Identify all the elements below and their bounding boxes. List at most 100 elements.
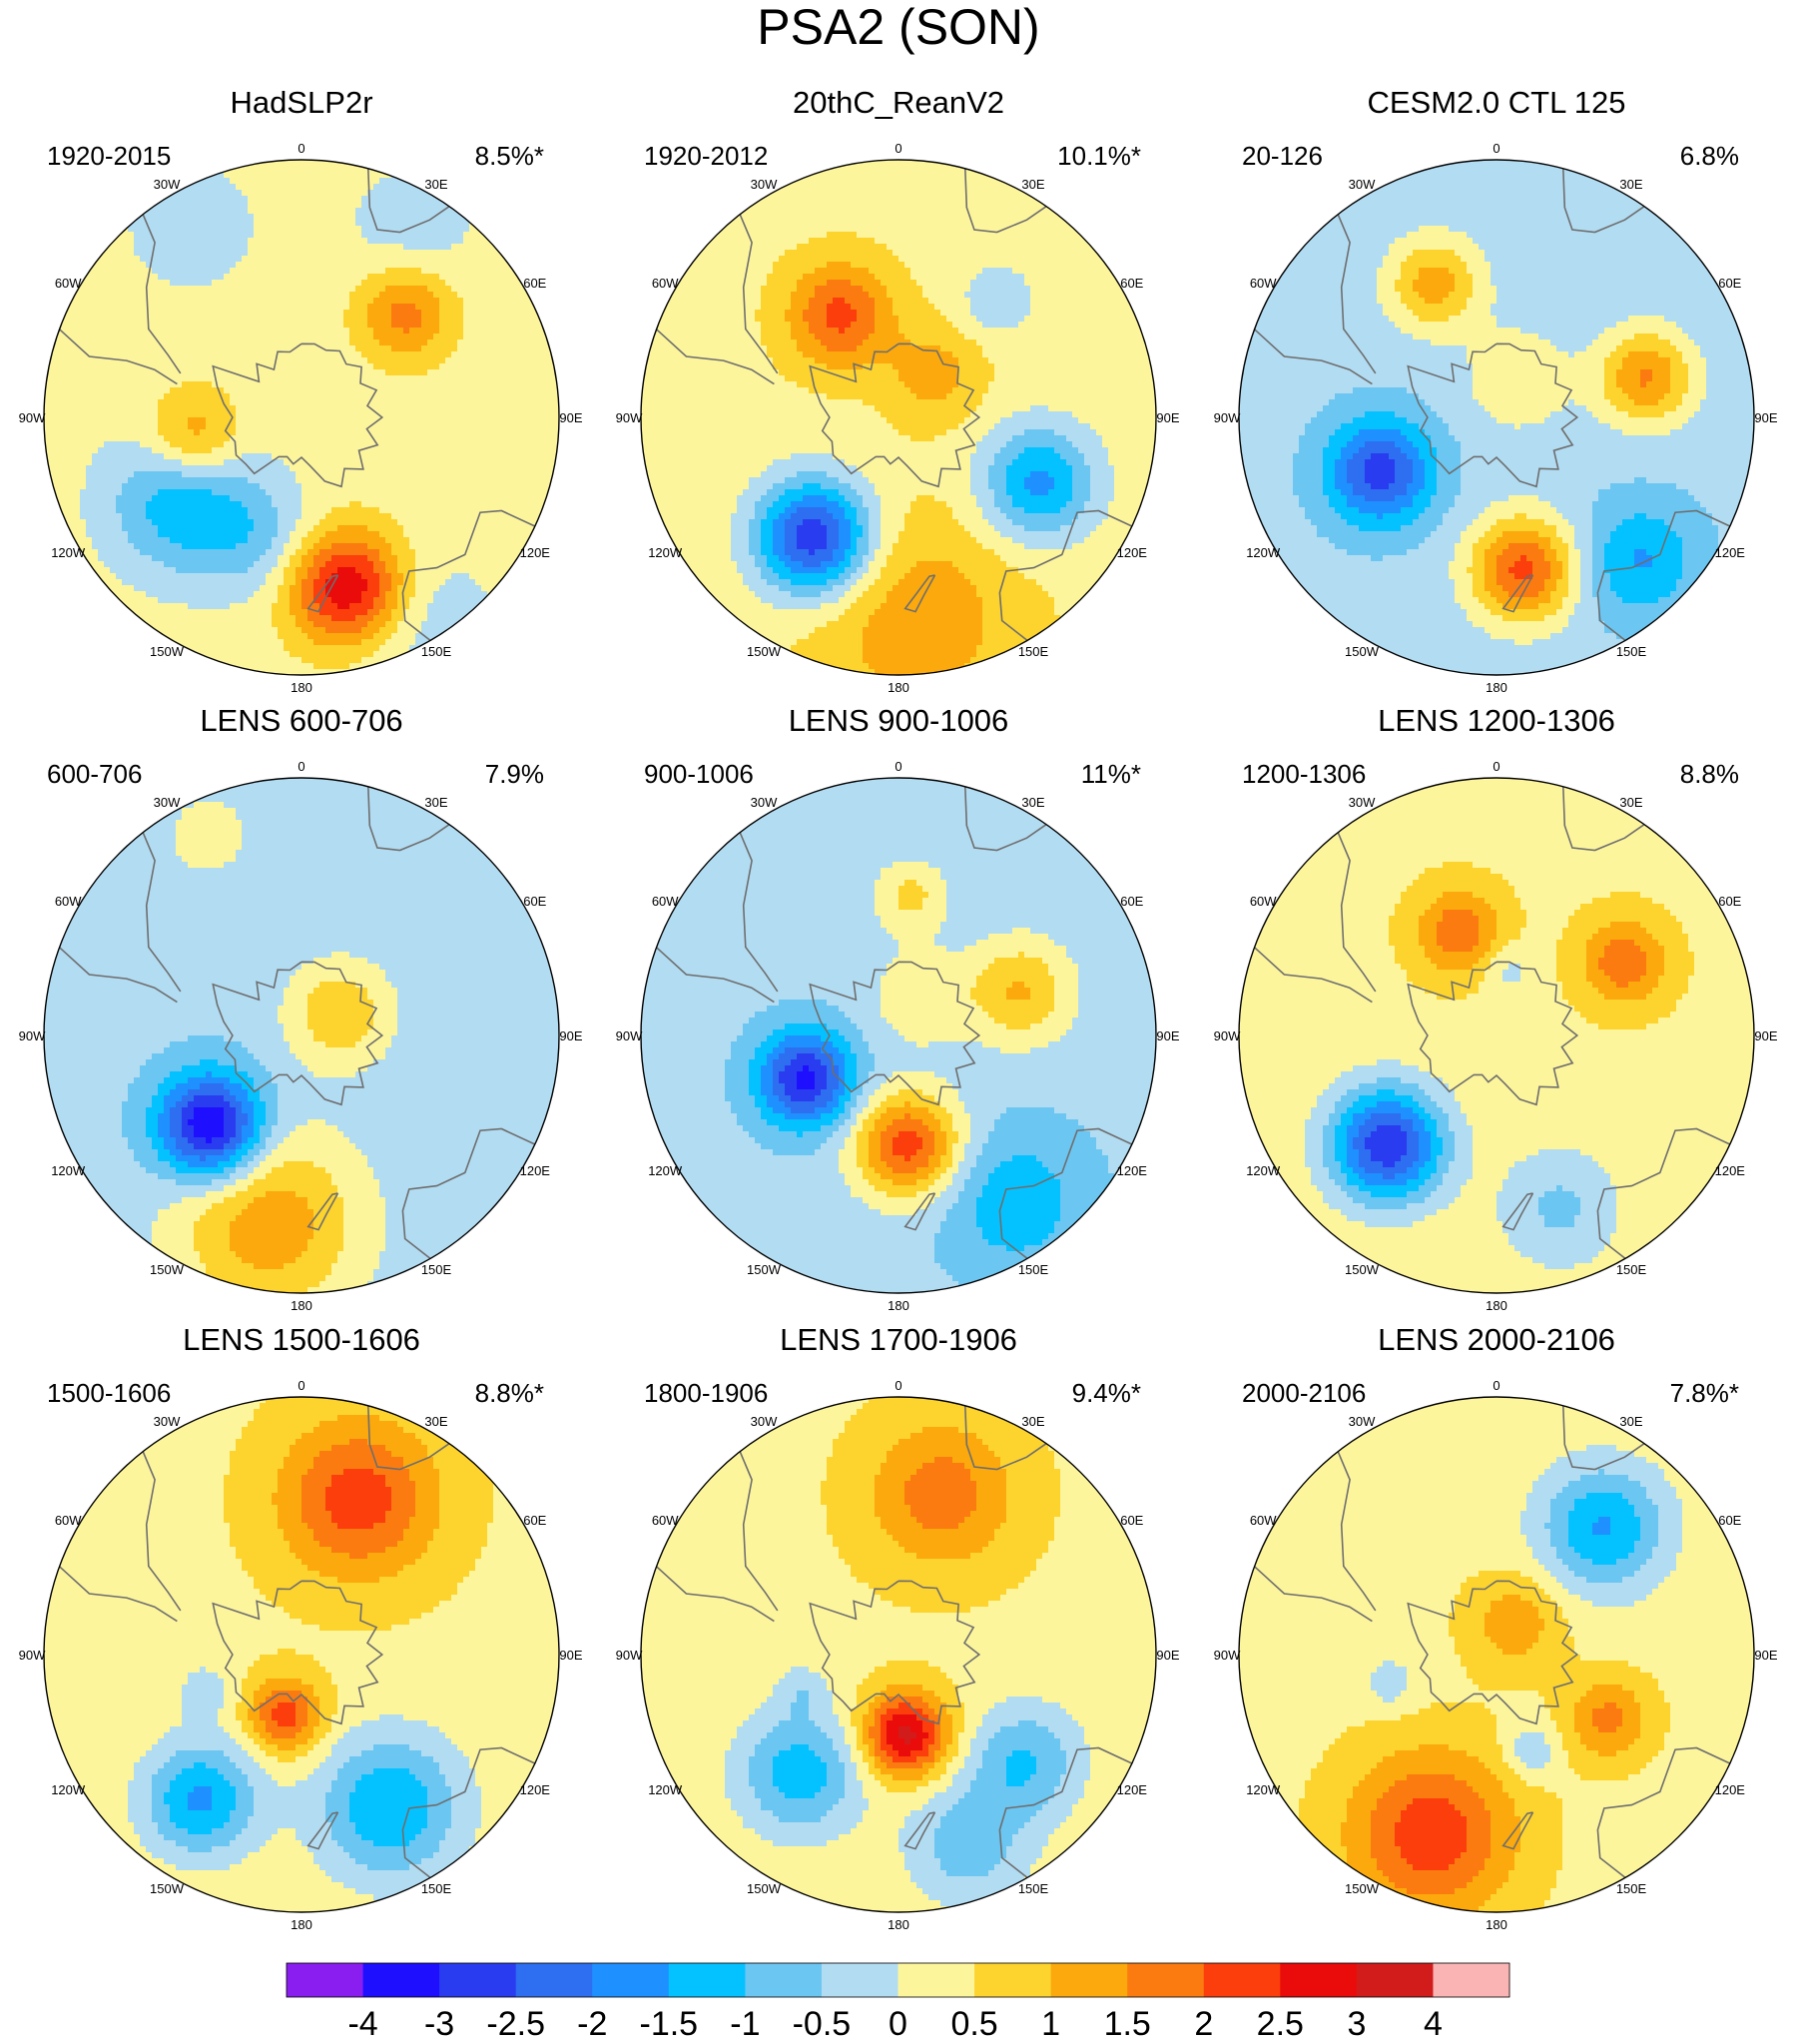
new-zealand-coastline	[306, 574, 339, 613]
longitude-label: 90E	[1156, 410, 1179, 425]
longitude-label: 150W	[1345, 1262, 1380, 1277]
africa-coastline	[1562, 786, 1645, 852]
colorbar-tick-label: 4	[1424, 2005, 1443, 2043]
new-zealand-coastline	[1501, 574, 1534, 613]
longitude-label: 0	[1493, 759, 1499, 774]
new-zealand-coastline	[903, 1811, 936, 1850]
longitude-label: 150E	[1018, 644, 1049, 659]
panel-title: 20thC_ReanV2	[793, 85, 1004, 120]
south-america-west-coastline	[656, 1566, 775, 1623]
panel-variance: 8.8%*	[475, 1378, 544, 1408]
colorbar-swatch	[745, 1963, 823, 1997]
new-zealand-coastline	[903, 1192, 936, 1231]
new-zealand-coastline	[1501, 1192, 1534, 1231]
antarctica-coastline	[809, 961, 981, 1106]
south-america-coastline	[1337, 832, 1377, 993]
longitude-label: 120E	[1715, 545, 1746, 560]
panel-6: 0 30E 60E 90E 120E 150E 180 150W 120W 90W 60W 30W LE…	[1214, 703, 1778, 1313]
panel-period: 1500-1606	[47, 1378, 171, 1408]
africa-coastline	[367, 168, 450, 234]
longitude-label: 180	[1486, 1298, 1507, 1313]
colorbar-swatch	[974, 1963, 1052, 1997]
longitude-label: 150E	[1018, 1262, 1049, 1277]
longitude-label: 0	[298, 759, 304, 774]
longitude-label: 0	[1493, 141, 1499, 156]
panel-title: HadSLP2r	[230, 85, 372, 120]
antarctica-coastline	[212, 961, 384, 1106]
colorbar-swatch	[1356, 1963, 1434, 1997]
panel-8: 0 30E 60E 90E 120E 150E 180 150W 120W 90W 60W 30W LE…	[616, 1322, 1180, 1932]
colorbar-swatch	[668, 1963, 746, 1997]
map-boundary	[640, 159, 1157, 676]
longitude-label: 60E	[1718, 276, 1741, 291]
contour-field	[1239, 160, 1754, 675]
longitude-label: 90E	[1754, 410, 1777, 425]
longitude-label: 60W	[1250, 1513, 1277, 1528]
panel-period: 1920-2012	[644, 141, 768, 171]
panel-period: 1200-1306	[1242, 759, 1366, 789]
colorbar-tick-label: -4	[347, 2005, 377, 2043]
antarctica-coastline	[1407, 961, 1579, 1106]
coastlines	[656, 168, 1133, 642]
contour-field	[44, 778, 559, 1293]
longitude-label: 120E	[520, 1782, 551, 1797]
south-america-west-coastline	[59, 329, 178, 385]
longitude-label: 120W	[648, 1163, 683, 1178]
contour-field	[1239, 778, 1754, 1293]
longitude-label: 120W	[51, 1782, 86, 1797]
longitude-label: 90E	[559, 1028, 582, 1043]
longitude-label: 60W	[55, 1513, 82, 1528]
longitude-label: 90W	[616, 1648, 643, 1663]
longitude-label: 60W	[1250, 894, 1277, 909]
longitude-label: 60E	[1120, 894, 1143, 909]
longitude-label: 120E	[520, 545, 551, 560]
longitude-label: 30E	[424, 177, 447, 192]
south-america-coastline	[739, 1451, 779, 1612]
south-america-coastline	[142, 832, 182, 993]
longitude-label: 30W	[751, 795, 778, 810]
panel-period: 1920-2015	[47, 141, 171, 171]
longitude-label: 150W	[150, 644, 185, 659]
australia-coastline	[1596, 509, 1731, 642]
longitude-label: 90E	[559, 1648, 582, 1663]
longitude-label: 30W	[154, 1414, 181, 1429]
coastlines	[1254, 168, 1731, 642]
colorbar-tick-label: -1	[730, 2005, 760, 2043]
longitude-label: 30E	[424, 1414, 447, 1429]
longitude-label: 120W	[51, 1163, 86, 1178]
longitude-label: 150W	[747, 644, 782, 659]
colorbar-swatch	[1203, 1963, 1281, 1997]
colorbar-tick-label: -1.5	[640, 2005, 699, 2043]
panel-2: 0 30E 60E 90E 120E 150E 180 150W 120W 90W 60W 30W 20…	[616, 85, 1180, 695]
colorbar-tick-label: -2.5	[486, 2005, 545, 2043]
new-zealand-coastline	[1501, 1811, 1534, 1850]
longitude-label: 120E	[1117, 1782, 1148, 1797]
colorbar-tick-label: -3	[424, 2005, 454, 2043]
longitude-label: 60W	[652, 894, 679, 909]
longitude-label: 90W	[19, 1648, 46, 1663]
longitude-label: 120W	[1246, 545, 1281, 560]
longitude-label: 30W	[154, 795, 181, 810]
coastlines	[59, 168, 536, 642]
panel-variance: 7.9%	[485, 759, 544, 789]
south-america-coastline	[739, 832, 779, 993]
longitude-label: 90W	[19, 410, 46, 425]
longitude-label: 30W	[154, 177, 181, 192]
africa-coastline	[964, 1405, 1047, 1471]
longitude-label: 60E	[1718, 894, 1741, 909]
panel-variance: 9.4%*	[1072, 1378, 1141, 1408]
new-zealand-coastline	[306, 1192, 339, 1231]
longitude-label: 60E	[523, 1513, 546, 1528]
figure-title: PSA2 (SON)	[757, 0, 1039, 55]
contour-field	[44, 160, 559, 675]
australia-coastline	[1596, 1746, 1731, 1879]
colorbar-tick-label: 1.5	[1104, 2005, 1151, 2043]
south-america-coastline	[142, 214, 182, 374]
panel-period: 1800-1906	[644, 1378, 768, 1408]
longitude-label: 90W	[616, 1028, 643, 1043]
map-boundary	[43, 1396, 560, 1913]
coastlines	[656, 1405, 1133, 1879]
australia-coastline	[998, 1127, 1133, 1260]
colorbar-swatch	[1127, 1963, 1205, 1997]
longitude-label: 120W	[648, 545, 683, 560]
